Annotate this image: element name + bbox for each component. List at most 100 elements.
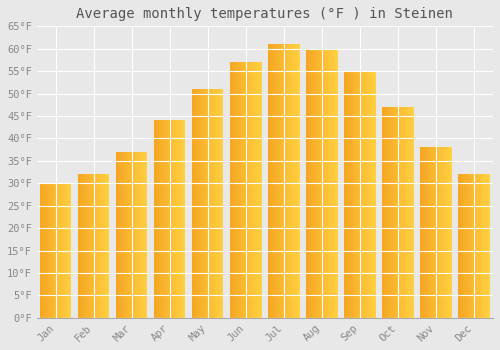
Bar [406, 107, 408, 318]
Bar [392, 107, 393, 318]
Bar [320, 49, 322, 318]
Bar [315, 49, 316, 318]
Bar [471, 174, 472, 318]
Bar [463, 174, 464, 318]
Bar [47, 183, 48, 318]
Bar [429, 147, 430, 318]
Bar [93, 174, 94, 318]
Bar [404, 107, 405, 318]
Bar [470, 174, 471, 318]
Bar [223, 89, 224, 318]
Bar [433, 147, 434, 318]
Bar [209, 89, 210, 318]
Bar [426, 147, 428, 318]
Bar [219, 89, 220, 318]
Bar [344, 71, 345, 318]
Bar [164, 120, 165, 318]
Bar [256, 62, 257, 318]
Bar [271, 44, 272, 318]
Bar [60, 183, 61, 318]
Bar [467, 174, 468, 318]
Bar [42, 183, 43, 318]
Bar [157, 120, 158, 318]
Bar [86, 174, 87, 318]
Bar [483, 174, 484, 318]
Bar [180, 120, 181, 318]
Bar [375, 71, 376, 318]
Bar [396, 107, 397, 318]
Bar [393, 107, 394, 318]
Bar [336, 49, 337, 318]
Bar [239, 62, 240, 318]
Bar [125, 152, 126, 318]
Bar [333, 49, 334, 318]
Bar [82, 174, 83, 318]
Bar [449, 147, 450, 318]
Bar [170, 120, 171, 318]
Bar [66, 183, 67, 318]
Bar [421, 147, 422, 318]
Bar [358, 71, 360, 318]
Bar [270, 44, 271, 318]
Bar [211, 89, 212, 318]
Bar [306, 49, 307, 318]
Bar [318, 49, 319, 318]
Bar [411, 107, 412, 318]
Bar [444, 147, 445, 318]
Bar [119, 152, 120, 318]
Bar [172, 120, 173, 318]
Bar [68, 183, 69, 318]
Bar [131, 152, 132, 318]
Bar [231, 62, 232, 318]
Bar [312, 49, 313, 318]
Bar [385, 107, 386, 318]
Bar [97, 174, 98, 318]
Bar [284, 44, 285, 318]
Bar [251, 62, 252, 318]
Bar [146, 152, 147, 318]
Bar [257, 62, 258, 318]
Bar [488, 174, 489, 318]
Bar [95, 174, 96, 318]
Bar [308, 49, 309, 318]
Bar [361, 71, 362, 318]
Bar [71, 183, 72, 318]
Bar [184, 120, 185, 318]
Bar [363, 71, 364, 318]
Bar [182, 120, 183, 318]
Bar [476, 174, 477, 318]
Bar [40, 183, 41, 318]
Bar [232, 62, 233, 318]
Bar [100, 174, 102, 318]
Bar [236, 62, 237, 318]
Bar [99, 174, 100, 318]
Bar [70, 183, 71, 318]
Bar [394, 107, 395, 318]
Bar [405, 107, 406, 318]
Bar [329, 49, 330, 318]
Bar [334, 49, 335, 318]
Bar [461, 174, 462, 318]
Bar [174, 120, 175, 318]
Bar [324, 49, 325, 318]
Bar [181, 120, 182, 318]
Bar [440, 147, 441, 318]
Bar [155, 120, 156, 318]
Bar [345, 71, 346, 318]
Bar [278, 44, 279, 318]
Bar [44, 183, 45, 318]
Bar [430, 147, 431, 318]
Bar [175, 120, 176, 318]
Bar [98, 174, 99, 318]
Bar [137, 152, 138, 318]
Bar [62, 183, 64, 318]
Bar [397, 107, 398, 318]
Bar [237, 62, 238, 318]
Bar [210, 89, 211, 318]
Bar [459, 174, 460, 318]
Bar [46, 183, 47, 318]
Bar [357, 71, 358, 318]
Bar [198, 89, 199, 318]
Bar [179, 120, 180, 318]
Bar [441, 147, 442, 318]
